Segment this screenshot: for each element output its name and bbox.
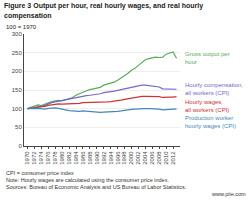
svg-text:www.piie.com: www.piie.com: [211, 191, 246, 197]
svg-text:100: 100: [12, 106, 23, 112]
svg-text:1988: 1988: [87, 151, 93, 165]
svg-text:CPI = consumer price indexNote: CPI = consumer price indexNote: Hourly w…: [6, 170, 187, 190]
svg-text:1986: 1986: [80, 151, 86, 165]
svg-text:150: 150: [12, 87, 23, 93]
svg-text:0: 0: [18, 143, 22, 149]
svg-text:200: 200: [12, 68, 23, 74]
svg-text:2006: 2006: [149, 151, 155, 165]
svg-text:100 = 1970: 100 = 1970: [6, 24, 37, 30]
svg-text:2002: 2002: [135, 151, 141, 165]
svg-text:2012: 2012: [170, 151, 176, 165]
svg-text:1996: 1996: [115, 151, 121, 165]
svg-text:250: 250: [12, 50, 23, 56]
svg-text:1970: 1970: [24, 151, 30, 165]
svg-text:2004: 2004: [142, 151, 148, 165]
svg-text:1972: 1972: [31, 151, 37, 165]
svg-text:2010: 2010: [163, 151, 169, 165]
svg-text:1984: 1984: [73, 151, 79, 165]
svg-text:1990: 1990: [94, 151, 100, 165]
svg-text:50: 50: [15, 124, 22, 130]
svg-text:300: 300: [12, 31, 23, 37]
svg-text:1992: 1992: [101, 151, 107, 165]
svg-text:Production workerhourly wages: Production workerhourly wages (CPI): [185, 115, 236, 129]
svg-text:1980: 1980: [59, 151, 65, 165]
svg-text:2000: 2000: [128, 151, 134, 165]
svg-text:1994: 1994: [108, 151, 114, 165]
svg-text:1974: 1974: [38, 151, 44, 165]
svg-text:1976: 1976: [45, 151, 51, 165]
svg-text:2008: 2008: [156, 151, 162, 165]
svg-text:Hourly compensation,all worker: Hourly compensation,all workers (CPI): [185, 82, 243, 96]
svg-text:1982: 1982: [66, 151, 72, 165]
svg-text:Hourly wages,all workers (CPI): Hourly wages,all workers (CPI): [185, 99, 229, 113]
svg-text:Gross output perhour: Gross output perhour: [185, 51, 230, 65]
svg-text:Figure 3 Output per hour, real: Figure 3 Output per hour, real hourly wa…: [4, 2, 203, 19]
svg-text:1998: 1998: [121, 151, 127, 165]
svg-text:1978: 1978: [52, 151, 58, 165]
